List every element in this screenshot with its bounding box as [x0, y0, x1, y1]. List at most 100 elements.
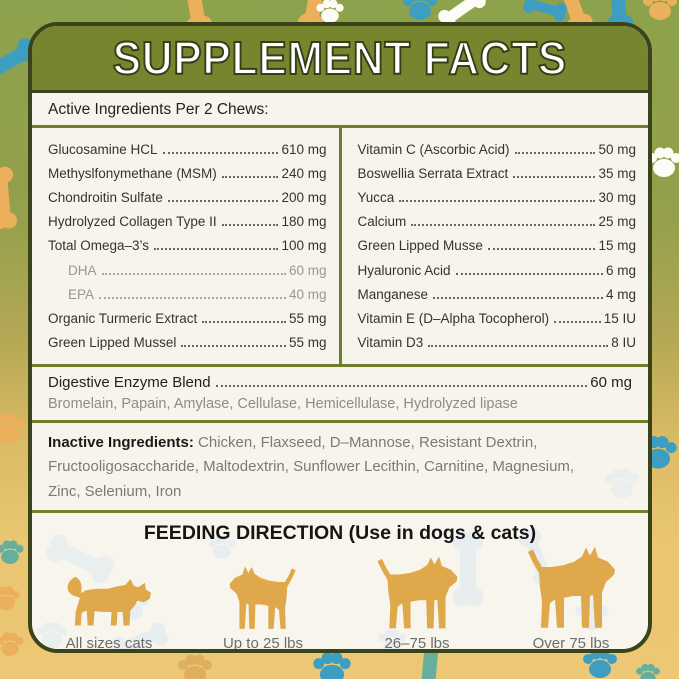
ingredient-name: Total Omega–3’s [48, 238, 150, 254]
feeding-direction-section: FEEDING DIRECTION (Use in dogs & cats) A… [32, 512, 648, 649]
ingredient-value: 50 mg [598, 142, 636, 158]
feeding-column-cat: All sizes cats 1 Chew [32, 545, 186, 649]
dot-leader [167, 200, 279, 203]
inactive-ingredients-section: Inactive Ingredients: Chicken, Flaxseed,… [32, 423, 648, 513]
dot-leader [455, 272, 603, 275]
feeding-size-label: 26–75 lbs [384, 634, 450, 649]
column-divider [338, 128, 342, 364]
ingredient-value: 40 mg [288, 286, 327, 302]
cat-icon-box [32, 545, 186, 633]
dot-leader [554, 320, 601, 323]
dot-leader [428, 344, 609, 347]
dot-leader [514, 152, 596, 155]
paw-watermark-icon [605, 468, 639, 498]
ingredient-value: 200 mg [281, 190, 327, 206]
feeding-column-medium-dog: 26–75 lbs 2 Chews [340, 545, 494, 649]
dot-leader [221, 224, 279, 227]
ingredient-row: Organic Turmeric Extract 55 mg [48, 311, 327, 326]
card-header: SUPPLEMENT FACTS [32, 26, 648, 93]
small-dog-icon-box [186, 545, 340, 633]
ingredient-value: 15 mg [598, 238, 636, 254]
ingredient-name: Green Lipped Musse [357, 238, 483, 254]
inactive-ingredients-text: Chicken, Flaxseed, D–Mannose, Resistant … [193, 434, 538, 451]
dot-leader [215, 385, 588, 387]
ingredients-column-left: Glucosamine HCL 610 mg Methyslfonymethane… [32, 128, 339, 364]
ingredient-row: Digestive Enzyme Blend 60 mg [48, 374, 632, 391]
inactive-ingredients-text: Fructooligosaccharide, Maltodextrin, Sun… [48, 458, 575, 476]
ingredient-name: Manganese [357, 286, 429, 302]
ingredient-name: DHA [68, 262, 97, 278]
ingredients-column-right: Vitamin C (Ascorbic Acid) 50 mg Boswellia… [342, 128, 649, 364]
dot-leader [513, 176, 596, 179]
inactive-ingredients-label: Inactive Ingredients: [48, 434, 194, 451]
ingredient-value: 30 mg [598, 190, 636, 206]
ingredient-value: 55 mg [288, 334, 327, 350]
dot-leader [221, 176, 279, 179]
supplement-facts-card: SUPPLEMENT FACTS Active Ingredients Per … [28, 22, 652, 653]
ingredient-name: Vitamin E (D–Alpha Tocopherol) [357, 310, 550, 326]
feeding-column-small-dog: Up to 25 lbs 1 Chew [186, 545, 340, 649]
dot-leader [411, 224, 596, 227]
ingredient-name: Yucca [357, 190, 395, 206]
ingredient-row: Glucosamine HCL 610 mg [48, 142, 327, 157]
feeding-direction-heading: FEEDING DIRECTION (Use in dogs & cats) [143, 521, 537, 544]
ingredient-row: Vitamin E (D–Alpha Tocopherol) 15 IU [358, 311, 637, 326]
dot-leader [99, 296, 286, 299]
digestive-enzyme-section: Digestive Enzyme Blend 60 mg Bromelain, … [32, 367, 648, 423]
ingredient-row: Chondroitin Sulfate 200 mg [48, 190, 327, 205]
ingredient-value: 25 mg [598, 214, 636, 230]
ingredient-row: Hyaluronic Acid 6 mg [358, 263, 637, 278]
ingredient-name: Calcium [357, 214, 407, 230]
ingredient-value: 60 mg [288, 262, 327, 278]
ingredient-name: Chondroitin Sulfate [48, 190, 163, 206]
ingredient-row: Vitamin C (Ascorbic Acid) 50 mg [358, 142, 637, 157]
ingredient-row: Boswellia Serrata Extract 35 mg [358, 166, 637, 181]
ingredient-value: 55 mg [288, 310, 327, 326]
ingredient-row: Methyslfonymethane (MSM) 240 mg [48, 166, 327, 181]
feeding-size-label: All sizes cats [65, 634, 153, 649]
ingredient-row: Yucca 30 mg [358, 190, 637, 205]
page-title: SUPPLEMENT FACTS [112, 31, 568, 85]
ingredient-value: 35 mg [598, 166, 636, 182]
ingredient-name: Vitamin D3 [357, 334, 424, 350]
dot-leader [433, 296, 603, 299]
ingredient-name: Vitamin C (Ascorbic Acid) [357, 142, 510, 158]
small-dog-icon [229, 566, 296, 629]
ingredient-row: Hydrolyzed Collagen Type II 180 mg [48, 214, 327, 229]
ingredient-name: Methyslfonymethane (MSM) [48, 166, 217, 182]
ingredient-row: Manganese 4 mg [358, 287, 637, 302]
ingredient-value: 610 mg [281, 142, 327, 158]
medium-dog-icon [377, 556, 458, 629]
ingredient-name: Glucosamine HCL [48, 142, 158, 158]
ingredient-row: Green Lipped Musse 15 mg [358, 238, 637, 253]
ingredient-row: Green Lipped Mussel 55 mg [48, 335, 327, 350]
ingredient-name: Green Lipped Mussel [48, 334, 177, 350]
ingredient-name: Digestive Enzyme Blend [48, 374, 211, 391]
dot-leader [162, 152, 279, 155]
ingredient-value: 15 IU [603, 310, 636, 326]
ingredient-name: Organic Turmeric Extract [48, 310, 198, 326]
ingredient-name: Hyaluronic Acid [357, 262, 451, 278]
large-dog-icon-box [494, 545, 648, 633]
ingredient-row: Vitamin D3 8 IU [358, 335, 637, 350]
ingredient-value: 180 mg [281, 214, 327, 230]
feeding-size-label: Over 75 lbs [532, 634, 610, 649]
ingredient-value: 8 IU [611, 334, 636, 350]
cat-icon [67, 576, 151, 626]
dot-leader [154, 248, 279, 251]
ingredient-value: 4 mg [605, 286, 636, 302]
ingredient-subrow: EPA 40 mg [48, 287, 327, 302]
feeding-size-label: Up to 25 lbs [222, 634, 304, 649]
medium-dog-icon-box [340, 545, 494, 633]
ingredients-table: Glucosamine HCL 610 mg Methyslfonymethane… [32, 128, 648, 367]
ingredient-name: Hydrolyzed Collagen Type II [48, 214, 217, 230]
inactive-ingredients-text: Zinc, Selenium, Iron [48, 482, 182, 500]
dot-leader [399, 200, 596, 203]
ingredient-value: 100 mg [281, 238, 327, 254]
ingredient-row: Total Omega–3’s 100 mg [48, 238, 327, 253]
ingredient-name: Boswellia Serrata Extract [357, 166, 509, 182]
enzyme-components: Bromelain, Papain, Amylase, Cellulase, H… [48, 396, 518, 412]
ingredient-subrow: DHA 60 mg [48, 263, 327, 278]
ingredient-name: EPA [68, 286, 95, 302]
large-dog-icon [528, 546, 615, 628]
